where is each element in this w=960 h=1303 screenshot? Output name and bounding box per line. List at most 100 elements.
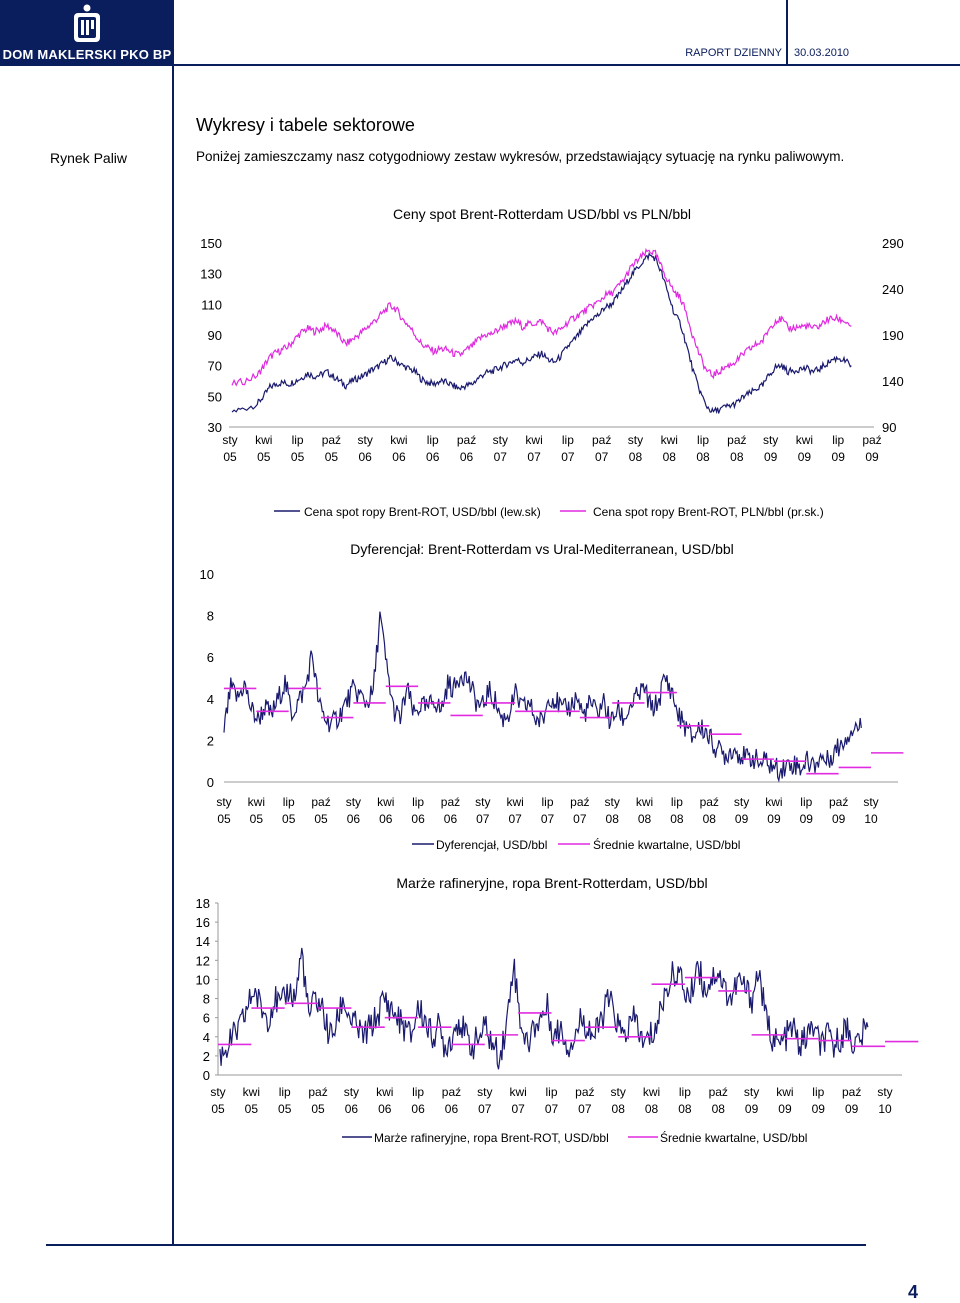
x-tick-label: 05 bbox=[311, 1102, 325, 1116]
x-tick-label: 06 bbox=[426, 450, 440, 464]
page-number: 4 bbox=[907, 1282, 918, 1302]
x-tick-label: lip bbox=[832, 433, 844, 447]
x-tick-label: kwi bbox=[509, 1085, 526, 1099]
report-type: RAPORT DZIENNY bbox=[685, 47, 782, 59]
x-tick-label: 08 bbox=[712, 1102, 726, 1116]
x-tick-label: 09 bbox=[745, 1102, 759, 1116]
x-tick-label: lip bbox=[545, 1085, 557, 1099]
x-tick-label: sty bbox=[863, 795, 878, 809]
y-tick-label: 2 bbox=[207, 733, 214, 748]
y-left-tick-label: 110 bbox=[201, 297, 222, 312]
y-left-tick-label: 90 bbox=[208, 328, 222, 343]
x-tick-label: sty bbox=[763, 433, 778, 447]
report-date: 30.03.2010 bbox=[794, 47, 850, 59]
x-tick-label: 07 bbox=[511, 1102, 525, 1116]
chart-differential: Dyferencjał: Brent-Rotterdam vs Ural-Med… bbox=[174, 530, 960, 860]
x-tick-label: 05 bbox=[278, 1102, 292, 1116]
x-tick-label: lip bbox=[279, 1085, 291, 1099]
x-tick-label: 07 bbox=[527, 450, 541, 464]
x-tick-label: lip bbox=[679, 1085, 691, 1099]
x-tick-label: sty bbox=[216, 795, 231, 809]
chart-title: Dyferencjał: Brent-Rotterdam vs Ural-Med… bbox=[350, 541, 734, 557]
y-right-tick-label: 90 bbox=[882, 420, 896, 435]
x-tick-label: 08 bbox=[696, 450, 710, 464]
x-tick-label: 08 bbox=[670, 812, 684, 826]
x-tick-label: 09 bbox=[778, 1102, 792, 1116]
x-tick-label: 05 bbox=[223, 450, 237, 464]
x-tick-label: paź bbox=[842, 1085, 861, 1099]
x-tick-label: 07 bbox=[578, 1102, 592, 1116]
x-tick-label: 06 bbox=[347, 812, 361, 826]
legend-label: Cena spot ropy Brent-ROT, USD/bbl (lew.s… bbox=[304, 505, 541, 519]
x-tick-label: 06 bbox=[378, 1102, 392, 1116]
header-rule bbox=[174, 64, 960, 66]
legend-label: Marże rafineryjne, ropa Brent-ROT, USD/b… bbox=[374, 1131, 609, 1145]
x-tick-label: sty bbox=[210, 1085, 225, 1099]
x-tick-label: 09 bbox=[832, 450, 846, 464]
x-tick-label: paź bbox=[441, 795, 460, 809]
y-tick-label: 0 bbox=[203, 1068, 210, 1083]
x-tick-label: lip bbox=[412, 795, 424, 809]
x-tick-label: 07 bbox=[541, 812, 555, 826]
x-tick-label: sty bbox=[344, 1085, 359, 1099]
x-tick-label: 09 bbox=[865, 450, 879, 464]
x-tick-label: paź bbox=[700, 795, 719, 809]
x-tick-label: paź bbox=[570, 795, 589, 809]
y-right-tick-label: 140 bbox=[882, 374, 904, 389]
x-tick-label: kwi bbox=[643, 1085, 660, 1099]
x-tick-label: 06 bbox=[411, 812, 425, 826]
x-tick-label: 08 bbox=[678, 1102, 692, 1116]
y-tick-label: 0 bbox=[207, 775, 214, 790]
x-tick-label: sty bbox=[611, 1085, 626, 1099]
x-tick-label: 05 bbox=[282, 812, 296, 826]
series-line bbox=[223, 611, 862, 783]
x-tick-label: kwi bbox=[776, 1085, 793, 1099]
x-tick-label: 08 bbox=[606, 812, 620, 826]
brand-logo-block: DOM MAKLERSKI PKO BP bbox=[0, 0, 174, 66]
header-separator bbox=[786, 0, 788, 66]
chart-title: Ceny spot Brent-Rotterdam USD/bbl vs PLN… bbox=[393, 206, 691, 222]
footer-rule bbox=[46, 1244, 866, 1246]
y-tick-label: 14 bbox=[196, 934, 210, 949]
x-tick-label: sty bbox=[475, 795, 490, 809]
x-tick-label: 08 bbox=[612, 1102, 626, 1116]
x-tick-label: 06 bbox=[392, 450, 406, 464]
chart-refinery-margins: Marże rafineryjne, ropa Brent-Rotterdam,… bbox=[174, 866, 960, 1156]
x-tick-label: 05 bbox=[291, 450, 305, 464]
y-tick-label: 18 bbox=[196, 896, 210, 911]
y-tick-label: 6 bbox=[207, 650, 214, 665]
x-tick-label: sty bbox=[605, 795, 620, 809]
x-tick-label: sty bbox=[346, 795, 361, 809]
x-tick-label: kwi bbox=[661, 433, 678, 447]
y-left-tick-label: 150 bbox=[200, 236, 222, 251]
x-tick-label: 09 bbox=[767, 812, 781, 826]
x-tick-label: paź bbox=[829, 795, 848, 809]
x-tick-label: lip bbox=[292, 433, 304, 447]
x-tick-label: paź bbox=[727, 433, 746, 447]
y-tick-label: 2 bbox=[203, 1049, 210, 1064]
x-tick-label: paź bbox=[457, 433, 476, 447]
sidebar-divider bbox=[172, 66, 174, 1244]
x-tick-label: 05 bbox=[314, 812, 328, 826]
x-tick-label: lip bbox=[812, 1085, 824, 1099]
x-tick-label: 09 bbox=[800, 812, 814, 826]
x-tick-label: 06 bbox=[379, 812, 393, 826]
legend-label: Cena spot ropy Brent-ROT, PLN/bbl (pr.sk… bbox=[593, 505, 824, 519]
x-tick-label: 07 bbox=[573, 812, 587, 826]
x-tick-label: sty bbox=[493, 433, 508, 447]
x-tick-label: lip bbox=[562, 433, 574, 447]
x-tick-label: kwi bbox=[636, 795, 653, 809]
x-tick-label: sty bbox=[734, 795, 749, 809]
x-tick-label: paź bbox=[442, 1085, 461, 1099]
series-line bbox=[231, 252, 852, 415]
x-tick-label: 09 bbox=[798, 450, 812, 464]
x-tick-label: kwi bbox=[243, 1085, 260, 1099]
x-tick-label: 08 bbox=[638, 812, 652, 826]
y-tick-label: 4 bbox=[203, 1030, 210, 1045]
x-tick-label: 05 bbox=[325, 450, 339, 464]
x-tick-label: kwi bbox=[525, 433, 542, 447]
x-tick-label: 07 bbox=[561, 450, 575, 464]
x-tick-label: sty bbox=[477, 1085, 492, 1099]
y-right-tick-label: 190 bbox=[882, 328, 904, 343]
page-number-box: 4 bbox=[866, 1244, 960, 1302]
